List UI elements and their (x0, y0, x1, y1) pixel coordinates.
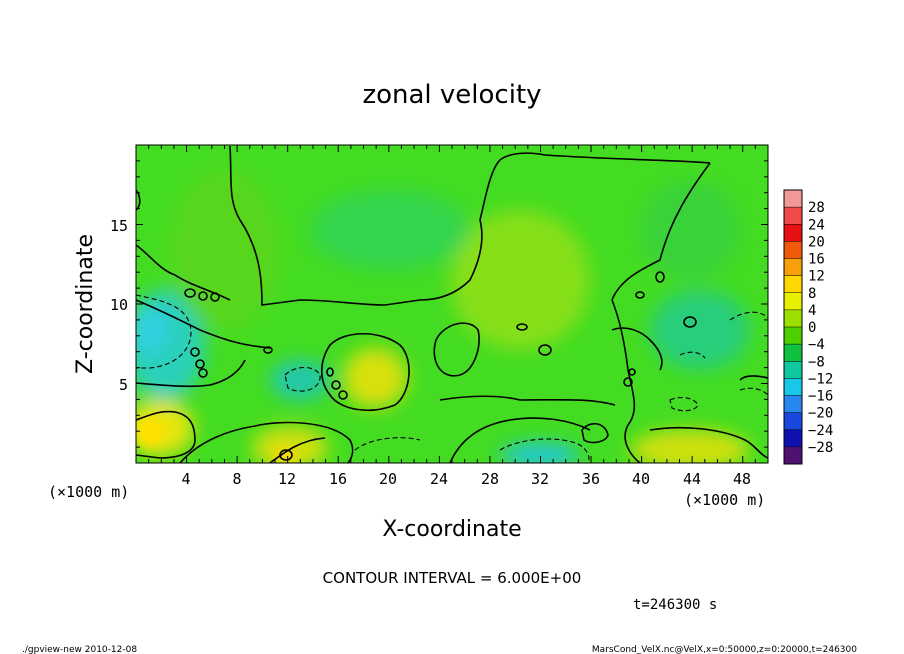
colorbar-swatch (784, 309, 802, 328)
contours-dashed (136, 294, 768, 463)
time-label: t=246300 s (633, 597, 717, 613)
colorbar-label: −28 (808, 440, 833, 456)
colorbar-swatch (784, 241, 802, 259)
x-tick-label: 12 (278, 470, 296, 488)
colorbar-swatch (784, 224, 802, 242)
colorbar-swatch (784, 344, 802, 362)
colorbar-swatch (784, 207, 802, 225)
colorbar-swatch (784, 395, 802, 414)
colorbar-swatch (784, 275, 802, 294)
colorbar-label: 16 (808, 252, 825, 268)
x-tick-label: 16 (329, 470, 347, 488)
colorbar-label: −20 (808, 406, 833, 422)
x-tick-label: 36 (582, 470, 600, 488)
y-tick-label: 5 (119, 376, 128, 394)
colorbar-label: 12 (808, 269, 825, 285)
x-tick-marks (135, 145, 769, 463)
colorbar-label: −8 (808, 354, 825, 370)
colorbar-label: 8 (808, 286, 816, 302)
y-tick-label: 10 (110, 296, 128, 314)
colorbar-swatch (784, 258, 802, 277)
footer-right: MarsCond_VelX.nc@VelX,x=0:50000,z=0:2000… (592, 645, 857, 654)
contour-interval-note: CONTOUR INTERVAL = 6.000E+00 (323, 569, 582, 587)
colorbar-label: 4 (808, 303, 816, 319)
colorbar-label: 0 (808, 320, 816, 336)
colorbar-swatch (784, 378, 802, 396)
contours-small-loops (184, 271, 697, 461)
x-unit-label: (×1000 m) (684, 491, 765, 509)
plot-area (136, 145, 768, 463)
x-tick-labels: 4 8 12 16 20 24 28 32 36 40 44 48 (181, 470, 751, 488)
x-tick-label: 48 (733, 470, 751, 488)
x-tick-label: 8 (232, 470, 241, 488)
colorbar-swatch (784, 361, 802, 379)
contours-solid (136, 145, 768, 463)
x-tick-label: 28 (481, 470, 499, 488)
colorbar (783, 189, 803, 465)
colorbar-label: −4 (808, 337, 825, 353)
field-blobs (136, 170, 750, 463)
y-unit-label: (×1000 m) (48, 483, 129, 501)
chart-title: zonal velocity (362, 80, 541, 110)
x-tick-label: 32 (531, 470, 549, 488)
colorbar-swatch (784, 446, 802, 465)
y-tick-labels: 5 10 15 (110, 217, 128, 394)
colorbar-label: 28 (808, 200, 825, 216)
x-axis-label: X-coordinate (382, 517, 521, 542)
y-tick-label: 15 (110, 217, 128, 235)
colorbar-label: 24 (808, 217, 825, 233)
colorbar-label: 20 (808, 234, 825, 250)
x-tick-label: 44 (683, 470, 701, 488)
x-tick-label: 20 (379, 470, 397, 488)
y-tick-marks (136, 144, 768, 464)
x-tick-label: 40 (632, 470, 650, 488)
colorbar-label: −16 (808, 389, 833, 405)
y-axis-label: Z-coordinate (73, 234, 98, 374)
colorbar-label: −12 (808, 371, 833, 387)
colorbar-swatch (784, 412, 802, 431)
x-tick-label: 4 (181, 470, 190, 488)
colorbar-swatch (784, 190, 802, 208)
colorbar-swatch (784, 429, 802, 448)
colorbar-swatch (784, 292, 802, 311)
footer-left: ./gpview-new 2010-12-08 (22, 645, 137, 654)
x-tick-label: 24 (430, 470, 448, 488)
colorbar-swatch (784, 327, 802, 345)
colorbar-label: −24 (808, 423, 833, 439)
